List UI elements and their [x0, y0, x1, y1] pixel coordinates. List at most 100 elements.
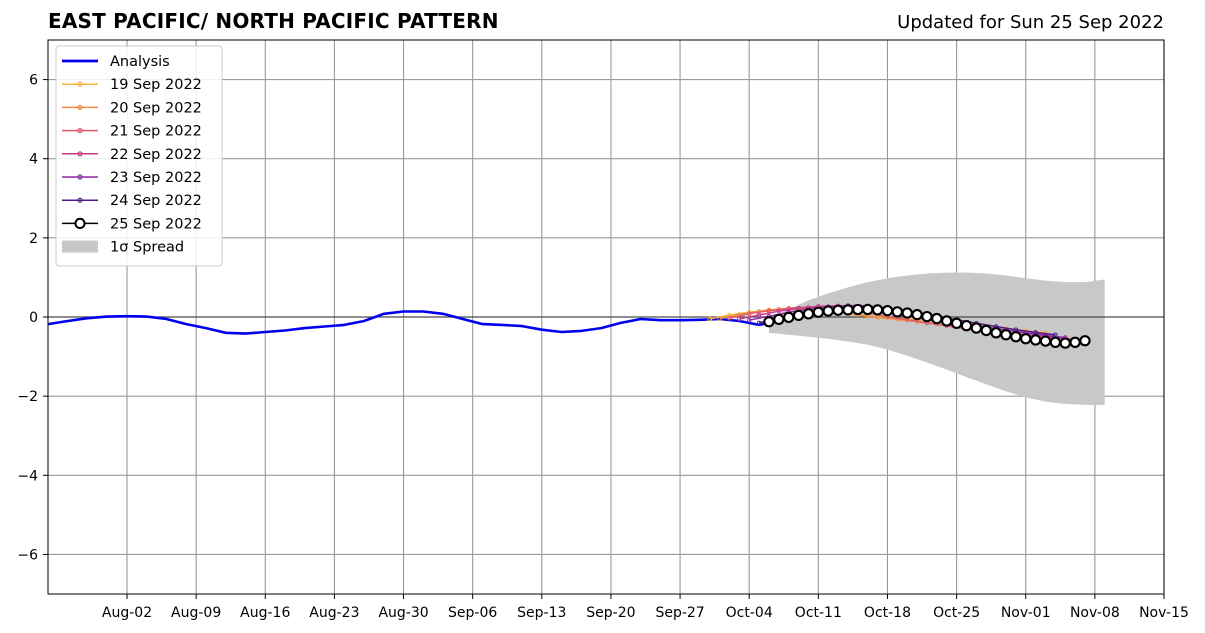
data-point	[871, 304, 884, 316]
legend-label: 22 Sep 2022	[110, 147, 202, 163]
data-point	[1029, 334, 1042, 346]
legend-item: 21 Sep 2022	[62, 124, 202, 140]
legend-marker	[77, 128, 83, 134]
data-point	[891, 306, 903, 318]
data-point	[1033, 330, 1038, 335]
legend-box	[55, 45, 223, 267]
data-point	[746, 317, 752, 323]
x-tick-label: Oct-25	[933, 605, 980, 621]
data-point	[776, 308, 782, 314]
legend-item: 19 Sep 2022	[62, 77, 202, 93]
data-point	[727, 315, 732, 321]
series-analysis	[47, 310, 770, 335]
data-point	[950, 317, 963, 329]
legend-marker	[74, 217, 86, 229]
data-point	[852, 303, 864, 316]
x-tick-label: Sep-06	[448, 605, 497, 621]
x-tick-label: Oct-18	[864, 605, 911, 621]
axis-ticks: Aug-02 Aug-09 Aug-16 Aug-23 Aug-30 Sep-06 Sep-…	[17, 73, 1189, 621]
y-tick-label: 4	[29, 152, 38, 168]
x-tick-label: Aug-30	[378, 605, 428, 621]
data-point	[941, 315, 953, 327]
legend-marker	[77, 81, 83, 87]
legend-item: 20 Sep 2022	[62, 100, 202, 116]
legend-item: 1σ Spread	[62, 240, 184, 256]
data-point	[921, 310, 933, 323]
x-tick-label: Aug-16	[240, 605, 290, 621]
series-line	[47, 310, 770, 335]
data-point	[1039, 335, 1052, 347]
data-point	[901, 307, 913, 319]
x-tick-label: Aug-23	[309, 605, 359, 621]
x-tick-label: Oct-04	[726, 605, 773, 621]
data-point	[911, 308, 923, 321]
data-point	[1069, 336, 1081, 348]
data-point	[980, 324, 992, 337]
data-point	[1000, 329, 1012, 341]
data-point	[970, 322, 983, 334]
data-point	[960, 320, 973, 332]
data-point	[802, 308, 815, 320]
legend-label: 1σ Spread	[110, 240, 184, 256]
series-25-sep-2022	[763, 303, 1091, 349]
data-point	[773, 313, 785, 326]
legend-label: 24 Sep 2022	[110, 193, 202, 209]
x-tick-label: Nov-01	[1001, 605, 1051, 621]
legend-swatch	[62, 240, 98, 253]
data-point	[737, 316, 742, 322]
legend-label: 21 Sep 2022	[110, 124, 202, 140]
data-point	[1053, 332, 1058, 338]
legend-item: Analysis	[62, 54, 170, 70]
y-tick-label: 0	[29, 310, 38, 326]
legend-label: Analysis	[110, 54, 170, 70]
x-tick-label: Aug-09	[171, 605, 221, 621]
chart-title: EAST PACIFIC/ NORTH PACIFIC PATTERN	[48, 9, 499, 33]
legend-item: 25 Sep 2022	[62, 216, 202, 232]
x-tick-label: Sep-27	[655, 605, 704, 621]
x-tick-label: Nov-08	[1070, 605, 1120, 621]
chart-updated-date: Updated for Sun 25 Sep 2022	[897, 12, 1164, 33]
data-point	[792, 309, 805, 322]
x-tick-label: Oct-11	[795, 605, 842, 621]
y-tick-label: −6	[17, 547, 38, 563]
x-tick-label: Sep-13	[517, 605, 566, 621]
legend-marker	[77, 197, 83, 203]
data-point	[783, 311, 795, 324]
data-point	[875, 315, 880, 320]
data-point	[1079, 335, 1091, 347]
legend-label: 25 Sep 2022	[110, 216, 202, 232]
data-point	[1020, 333, 1032, 345]
legend-label: 23 Sep 2022	[110, 170, 202, 186]
data-point	[862, 303, 874, 316]
data-point	[756, 320, 762, 326]
legend-label: 19 Sep 2022	[110, 77, 202, 93]
data-point	[931, 312, 943, 325]
data-point	[990, 327, 1002, 339]
legend-item: 22 Sep 2022	[62, 147, 202, 163]
legend-marker	[77, 174, 83, 180]
legend-label: 20 Sep 2022	[110, 100, 202, 116]
x-tick-label: Nov-15	[1139, 605, 1189, 621]
legend-item: 24 Sep 2022	[62, 193, 202, 209]
data-point	[1049, 336, 1062, 348]
data-point	[763, 316, 775, 328]
data-point	[717, 316, 722, 321]
legend: Analysis 19 Sep 2022 20 Sep 2022 21 Sep 202…	[55, 45, 223, 267]
data-point	[842, 304, 854, 316]
y-tick-label: −4	[17, 468, 38, 484]
data-point	[707, 316, 712, 322]
legend-marker	[77, 104, 83, 111]
legend-marker	[77, 151, 83, 157]
data-point	[746, 311, 752, 317]
x-tick-label: Sep-20	[586, 605, 635, 621]
data-point	[812, 306, 824, 318]
data-point	[881, 305, 894, 317]
data-point	[1059, 337, 1071, 349]
data-point	[822, 305, 834, 317]
legend-item: 23 Sep 2022	[62, 170, 202, 186]
y-tick-label: 6	[29, 73, 38, 89]
x-tick-label: Aug-02	[102, 605, 152, 621]
data-point	[1010, 331, 1022, 343]
data-point	[756, 312, 762, 318]
